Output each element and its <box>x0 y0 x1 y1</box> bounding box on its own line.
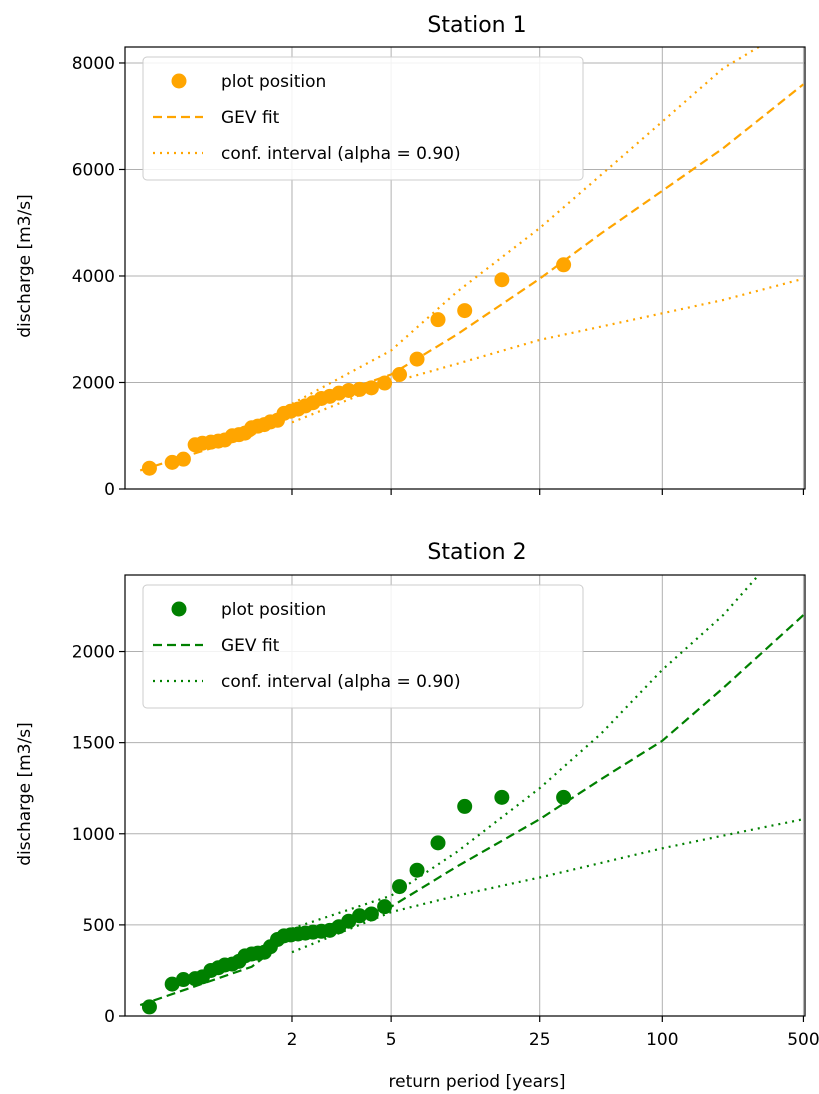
plot-position-point <box>164 454 180 470</box>
legend-marker-dot <box>171 73 187 89</box>
conf-interval-upper-line <box>291 575 760 930</box>
y-tick-label: 1000 <box>72 825 115 845</box>
y-tick-label: 6000 <box>72 160 115 180</box>
legend-label: conf. interval (alpha = 0.90) <box>221 672 461 692</box>
plot-position-point <box>175 451 191 467</box>
x-axis-label: return period [years] <box>389 1072 566 1092</box>
conf-interval-upper-line <box>291 47 760 405</box>
legend-label: conf. interval (alpha = 0.90) <box>221 144 461 164</box>
legend-label: GEV fit <box>221 108 280 128</box>
y-tick-label: 8000 <box>72 54 115 74</box>
y-tick-label: 2000 <box>72 643 115 663</box>
y-tick-label: 0 <box>104 1007 115 1027</box>
plot-position-point <box>556 257 572 273</box>
plot-position-point <box>352 381 368 397</box>
plot-position-point <box>363 380 379 396</box>
station-2-title: Station 2 <box>427 540 526 565</box>
axes-frame <box>124 574 806 1017</box>
plot-position-point <box>494 789 510 805</box>
plot-position-point <box>377 899 393 915</box>
plot-position-point <box>457 303 473 319</box>
station-1-panel: Station 1 0 2000 4000 6000 8000 plot position… <box>15 13 806 500</box>
y-tick-label: 0 <box>104 480 115 500</box>
plot-position-point <box>494 272 510 288</box>
legend-label: plot position <box>221 72 326 92</box>
legend-label: GEV fit <box>221 636 280 656</box>
plot-position-point <box>457 798 473 814</box>
plot-position-point <box>409 351 425 367</box>
plot-position-point <box>392 879 408 895</box>
plot-position-point <box>430 312 446 328</box>
legend-label: plot position <box>221 600 326 620</box>
x-tick-label: 2 <box>287 1030 298 1050</box>
plot-position-point <box>352 908 368 924</box>
legend-box <box>142 56 584 181</box>
x-tick-label: 25 <box>529 1030 551 1050</box>
legend-marker-dot <box>171 601 187 617</box>
conf-interval-lower-line <box>291 277 804 424</box>
plot-position-point <box>392 367 408 383</box>
station-1-y-axis-label: discharge [m3/s] <box>15 194 35 337</box>
plot-position-point <box>141 999 157 1015</box>
station-1-title: Station 1 <box>427 13 526 38</box>
y-tick-label: 4000 <box>72 267 115 287</box>
plot-position-point <box>175 972 191 988</box>
station-2-y-axis-label: discharge [m3/s] <box>15 722 35 865</box>
plot-position-point <box>409 862 425 878</box>
plot-position-point <box>341 382 357 398</box>
plot-position-point <box>141 460 157 476</box>
plot-position-point <box>430 835 446 851</box>
plot-position-point <box>164 976 180 992</box>
x-tick-label: 500 <box>787 1030 819 1050</box>
y-tick-label: 500 <box>83 916 115 936</box>
y-tick-label: 1500 <box>72 734 115 754</box>
x-tick-label: 100 <box>646 1030 678 1050</box>
plot-position-point <box>377 375 393 391</box>
axes-frame <box>124 46 806 490</box>
plot-position-point <box>363 906 379 922</box>
y-tick-label: 2000 <box>72 373 115 393</box>
plot-position-point <box>556 789 572 805</box>
station-1-plot-area: 0 2000 4000 6000 8000 plot position GEV fit con… <box>72 46 806 500</box>
x-tick-label: 5 <box>386 1030 397 1050</box>
conf-interval-lower-line <box>291 818 804 954</box>
legend-box <box>142 584 584 709</box>
